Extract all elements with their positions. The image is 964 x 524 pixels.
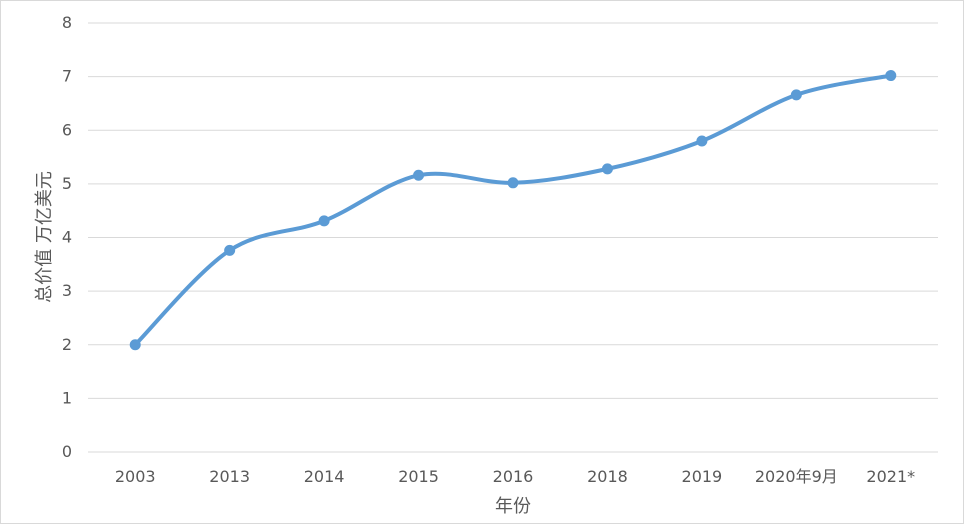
x-axis-tick-labels: 2003 2013 2014 2015 2016 2018 2019 2020年9月 2021* — [115, 467, 915, 486]
y-tick-label: 2 — [62, 335, 72, 354]
y-tick-label: 1 — [62, 388, 72, 407]
data-point-2020年9月 — [790, 89, 802, 101]
y-tick-label: 6 — [62, 120, 72, 139]
data-point-2019 — [696, 135, 708, 147]
series-layer — [129, 70, 897, 351]
series-line-0 — [133, 73, 893, 347]
x-tick-label: 2014 — [304, 467, 345, 486]
y-axis-tick-labels: 0 1 2 3 4 5 6 7 8 — [62, 13, 72, 461]
x-tick-label: 2003 — [115, 467, 156, 486]
x-tick-label: 2021* — [866, 467, 915, 486]
y-tick-label: 0 — [62, 442, 72, 461]
x-tick-label: 2016 — [493, 467, 534, 486]
data-point-2014 — [318, 215, 330, 227]
y-tick-label: 3 — [62, 281, 72, 300]
x-tick-label: 2018 — [587, 467, 628, 486]
x-axis-title: 年份 — [495, 496, 531, 517]
x-tick-label: 2019 — [682, 467, 723, 486]
data-point-2016 — [507, 177, 519, 189]
data-point-2021* — [885, 70, 897, 82]
y-tick-label: 4 — [62, 228, 72, 247]
data-point-2018 — [601, 163, 613, 175]
y-axis-title: 总价值 万亿美元 — [34, 171, 55, 303]
y-tick-label: 8 — [62, 13, 72, 32]
y-tick-label: 7 — [62, 67, 72, 86]
x-tick-label: 2013 — [209, 467, 250, 486]
y-gridlines — [88, 22, 938, 453]
x-tick-label: 2015 — [398, 467, 439, 486]
data-point-2015 — [413, 169, 425, 181]
y-tick-label: 5 — [62, 174, 72, 193]
data-point-2003 — [129, 339, 141, 351]
data-point-2013 — [224, 244, 236, 256]
x-tick-label: 2020年9月 — [755, 467, 838, 486]
